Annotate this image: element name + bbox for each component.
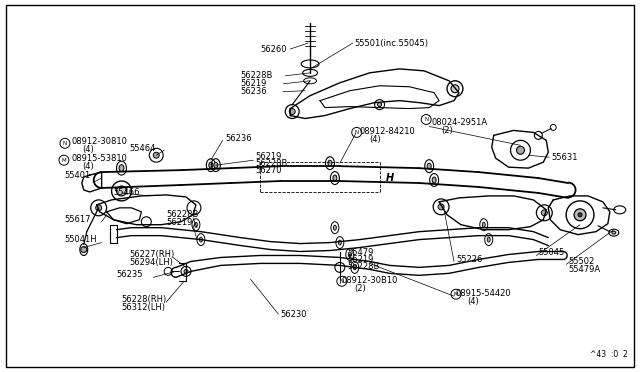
Text: 56270: 56270	[255, 166, 282, 174]
Circle shape	[184, 269, 188, 273]
Text: (4): (4)	[370, 135, 381, 144]
Text: 08912-84210: 08912-84210	[360, 127, 415, 136]
Text: N: N	[63, 141, 67, 146]
Ellipse shape	[612, 231, 616, 234]
Text: 08912-30B10: 08912-30B10	[342, 276, 398, 285]
Ellipse shape	[348, 252, 351, 257]
Text: 56228B: 56228B	[241, 71, 273, 80]
Ellipse shape	[195, 222, 197, 227]
Text: 55045: 55045	[538, 248, 564, 257]
Text: 55479: 55479	[348, 248, 374, 257]
Circle shape	[378, 103, 381, 107]
Text: 55466: 55466	[113, 189, 140, 198]
Circle shape	[289, 109, 295, 115]
Ellipse shape	[200, 237, 202, 242]
Circle shape	[578, 213, 582, 217]
Text: 56219: 56219	[348, 255, 374, 264]
Ellipse shape	[432, 177, 436, 183]
Circle shape	[541, 210, 547, 216]
Text: (4): (4)	[82, 162, 93, 171]
Circle shape	[451, 85, 459, 93]
Circle shape	[96, 205, 102, 211]
Ellipse shape	[339, 240, 341, 245]
Ellipse shape	[487, 237, 490, 242]
Text: 56228B: 56228B	[255, 159, 288, 168]
Text: M: M	[454, 292, 458, 297]
Circle shape	[116, 186, 127, 196]
Text: 56236: 56236	[241, 87, 268, 96]
Text: M: M	[61, 158, 66, 163]
Circle shape	[574, 209, 586, 221]
Text: 56228B: 56228B	[166, 210, 198, 219]
Text: 56228B: 56228B	[348, 262, 380, 271]
Text: ^43  :0  2: ^43 :0 2	[590, 350, 628, 359]
Text: 56312(LH): 56312(LH)	[122, 302, 166, 312]
Ellipse shape	[353, 265, 356, 270]
Text: 55464: 55464	[129, 144, 156, 153]
Text: 55226: 55226	[456, 255, 483, 264]
Text: 56230: 56230	[280, 310, 307, 318]
Text: H: H	[385, 173, 394, 183]
Circle shape	[516, 146, 524, 154]
Text: 56228(RH): 56228(RH)	[122, 295, 167, 304]
Text: 55501(inc.55045): 55501(inc.55045)	[355, 39, 429, 48]
Circle shape	[438, 204, 444, 210]
Text: (2): (2)	[355, 284, 367, 293]
Text: 56235: 56235	[116, 270, 143, 279]
Text: 56294(LH): 56294(LH)	[129, 258, 173, 267]
Text: 56219: 56219	[241, 79, 267, 88]
Text: N: N	[424, 117, 428, 122]
Text: (2): (2)	[441, 126, 453, 135]
Text: N: N	[355, 130, 359, 135]
Text: 55631: 55631	[551, 153, 578, 162]
Text: 08915-53810: 08915-53810	[72, 154, 128, 163]
Text: 56219: 56219	[166, 218, 193, 227]
Text: 08915-54420: 08915-54420	[456, 289, 511, 298]
Text: (4): (4)	[467, 296, 479, 306]
Ellipse shape	[209, 162, 213, 168]
Ellipse shape	[119, 165, 124, 171]
Text: 08024-2951A: 08024-2951A	[431, 118, 487, 127]
Ellipse shape	[333, 225, 337, 230]
Ellipse shape	[333, 175, 337, 181]
Text: 55479A: 55479A	[568, 265, 600, 274]
Text: 56236: 56236	[226, 134, 252, 143]
Text: 56260: 56260	[260, 45, 287, 54]
Text: 55041H: 55041H	[64, 235, 97, 244]
Text: (4): (4)	[82, 145, 93, 154]
Ellipse shape	[214, 162, 218, 168]
Text: 56227(RH): 56227(RH)	[129, 250, 175, 259]
Ellipse shape	[427, 163, 431, 169]
Text: 08912-30810: 08912-30810	[72, 137, 128, 146]
Text: 56219: 56219	[255, 152, 282, 161]
Ellipse shape	[328, 160, 332, 166]
Text: 55617: 55617	[64, 215, 90, 224]
Circle shape	[81, 247, 87, 253]
Text: 55401: 55401	[64, 171, 90, 180]
Circle shape	[153, 152, 159, 158]
Ellipse shape	[483, 222, 485, 227]
Text: 55502: 55502	[568, 257, 595, 266]
Text: N: N	[340, 279, 344, 284]
